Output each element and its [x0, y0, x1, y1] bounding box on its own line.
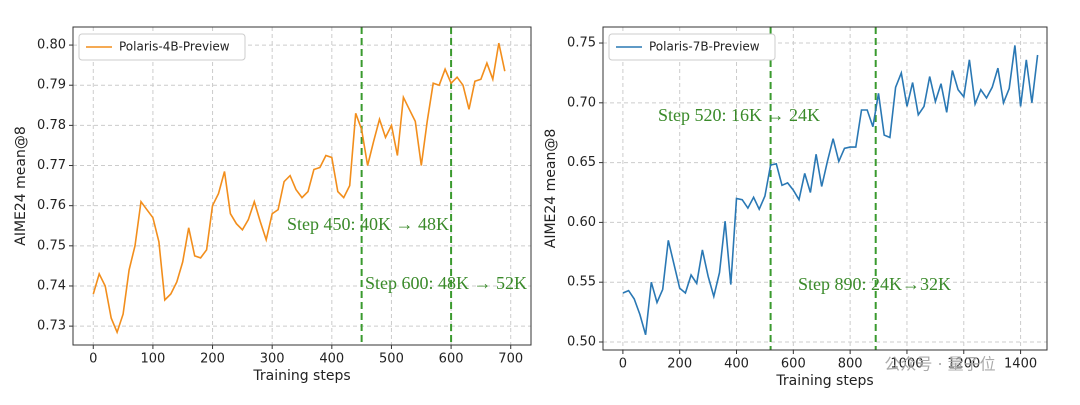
y-tick-label: 0.75 [37, 238, 66, 253]
y-tick-label: 0.73 [37, 319, 66, 334]
x-tick-label: 0 [619, 357, 627, 372]
annotation: Step 890: 24K→32K [798, 274, 951, 294]
watermark: 公众号 · 量子位 [884, 355, 995, 374]
legend: Polaris-4B-Preview [78, 33, 246, 61]
plot-area [73, 27, 531, 345]
x-tick-label: 100 [140, 352, 165, 367]
y-tick-label: 0.77 [37, 158, 66, 173]
legend-label: Polaris-7B-Preview [649, 40, 760, 54]
y-tick-label: 0.60 [567, 215, 596, 230]
annotation: Step 600: 48K → 52K [365, 273, 527, 293]
x-tick-label: 600 [781, 357, 806, 372]
y-tick-label: 0.78 [37, 118, 66, 133]
x-tick-label: 1000 [890, 357, 923, 372]
x-tick-label: 1200 [947, 357, 980, 372]
x-tick-label: 600 [439, 352, 464, 367]
y-tick-label: 0.74 [37, 278, 66, 293]
x-tick-label: 200 [200, 352, 225, 367]
y-axis-label: AIME24 mean@8 [13, 126, 29, 246]
series-line [622, 45, 1039, 336]
x-tick-label: 500 [379, 352, 404, 367]
y-axis-label: AIME24 mean@8 [543, 129, 559, 249]
x-tick-label: 800 [838, 357, 863, 372]
axes-frame [72, 26, 532, 346]
y-tick-label: 0.55 [567, 275, 596, 290]
legend-box [608, 33, 776, 61]
x-tick-label: 200 [667, 357, 692, 372]
x-tick-label: 1400 [1004, 357, 1037, 372]
y-tick-label: 0.75 [567, 36, 596, 51]
y-tick-label: 0.79 [37, 78, 66, 93]
x-tick-label: 0 [89, 352, 97, 367]
y-tick-label: 0.70 [567, 95, 596, 110]
x-tick-label: 300 [260, 352, 285, 367]
legend: Polaris-7B-Preview [608, 33, 776, 61]
y-tick-label: 0.65 [567, 155, 596, 170]
y-tick-label: 0.76 [37, 198, 66, 213]
x-axis-label: Training steps [775, 373, 873, 389]
y-tick-label: 0.80 [37, 38, 66, 53]
legend-box [78, 33, 246, 61]
annotation: Step 520: 16K → 24K [658, 105, 820, 125]
annotation: Step 450: 40K → 48K [287, 214, 449, 234]
x-tick-label: 700 [498, 352, 523, 367]
axes-frame [602, 26, 1048, 351]
x-tick-label: 400 [724, 357, 749, 372]
legend-label: Polaris-4B-Preview [119, 40, 230, 54]
x-tick-label: 400 [319, 352, 344, 367]
x-axis-label: Training steps [252, 368, 350, 384]
plot-area [603, 27, 1047, 350]
y-tick-label: 0.50 [567, 334, 596, 349]
series-line [92, 42, 506, 335]
